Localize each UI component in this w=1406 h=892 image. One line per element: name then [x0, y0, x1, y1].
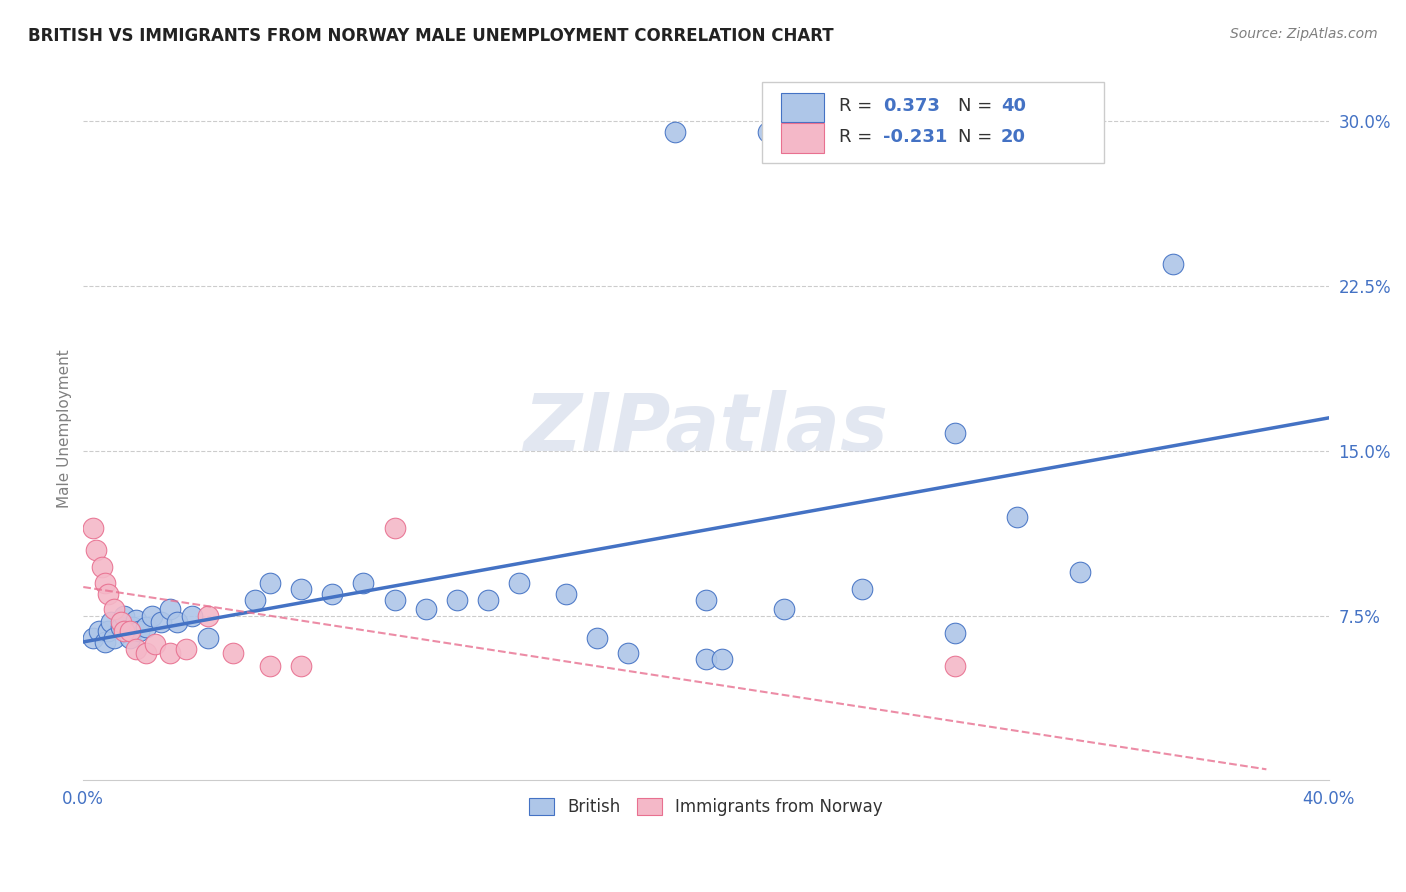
Point — [103, 602, 125, 616]
Point — [159, 602, 181, 616]
Text: R =: R = — [839, 97, 879, 115]
Point — [91, 560, 114, 574]
Text: BRITISH VS IMMIGRANTS FROM NORWAY MALE UNEMPLOYMENT CORRELATION CHART: BRITISH VS IMMIGRANTS FROM NORWAY MALE U… — [28, 27, 834, 45]
Text: Source: ZipAtlas.com: Source: ZipAtlas.com — [1230, 27, 1378, 41]
Point — [84, 542, 107, 557]
Point — [290, 659, 312, 673]
Point — [851, 582, 873, 597]
Point — [943, 426, 966, 441]
Point — [710, 652, 733, 666]
Point — [103, 631, 125, 645]
Point — [772, 602, 794, 616]
Point — [197, 631, 219, 645]
Point — [150, 615, 173, 629]
Point — [943, 626, 966, 640]
Point — [110, 619, 132, 633]
Point — [756, 125, 779, 139]
Point — [384, 521, 406, 535]
Point — [112, 608, 135, 623]
Point — [143, 637, 166, 651]
Point — [508, 575, 530, 590]
Point — [259, 575, 281, 590]
Point — [100, 615, 122, 629]
Point — [135, 646, 157, 660]
Point — [197, 608, 219, 623]
Point — [695, 593, 717, 607]
Point — [125, 641, 148, 656]
Y-axis label: Male Unemployment: Male Unemployment — [58, 350, 72, 508]
Point — [617, 646, 640, 660]
Point — [174, 641, 197, 656]
Point — [243, 593, 266, 607]
Point — [135, 619, 157, 633]
Point — [943, 659, 966, 673]
Point — [110, 615, 132, 629]
Point — [125, 613, 148, 627]
Point — [446, 593, 468, 607]
Point — [166, 615, 188, 629]
Point — [118, 631, 141, 645]
FancyBboxPatch shape — [780, 93, 824, 122]
Point — [94, 575, 117, 590]
Point — [695, 652, 717, 666]
Point — [259, 659, 281, 673]
Text: ZIPatlas: ZIPatlas — [523, 390, 889, 468]
Point — [664, 125, 686, 139]
Point — [181, 608, 204, 623]
Text: N =: N = — [957, 128, 997, 145]
Point — [82, 521, 104, 535]
Point — [97, 586, 120, 600]
Point — [321, 586, 343, 600]
Legend: British, Immigrants from Norway: British, Immigrants from Norway — [520, 789, 891, 825]
Text: 40: 40 — [1001, 97, 1026, 115]
Point — [128, 624, 150, 638]
Point — [1161, 257, 1184, 271]
Point — [141, 608, 163, 623]
Point — [82, 631, 104, 645]
Point — [1007, 509, 1029, 524]
Point — [94, 635, 117, 649]
Point — [384, 593, 406, 607]
Point — [122, 619, 145, 633]
Point — [353, 575, 375, 590]
Point — [87, 624, 110, 638]
Point — [415, 602, 437, 616]
FancyBboxPatch shape — [780, 123, 824, 153]
Point — [159, 646, 181, 660]
FancyBboxPatch shape — [762, 82, 1105, 163]
Point — [554, 586, 576, 600]
Point — [97, 624, 120, 638]
Point — [112, 624, 135, 638]
Point — [1069, 565, 1091, 579]
Text: -0.231: -0.231 — [883, 128, 948, 145]
Text: N =: N = — [957, 97, 997, 115]
Text: 20: 20 — [1001, 128, 1026, 145]
Point — [290, 582, 312, 597]
Point — [477, 593, 499, 607]
Text: 0.373: 0.373 — [883, 97, 939, 115]
Point — [118, 624, 141, 638]
Point — [222, 646, 245, 660]
Text: R =: R = — [839, 128, 879, 145]
Point — [586, 631, 609, 645]
